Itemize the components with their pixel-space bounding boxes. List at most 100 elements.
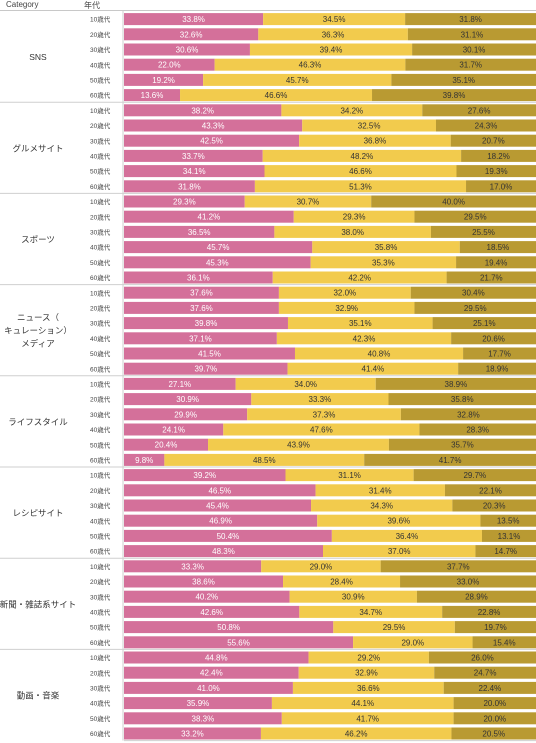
bar-segment-positive xyxy=(124,28,259,41)
bar-segment-positive xyxy=(124,317,288,330)
bar-segment-neutral xyxy=(180,89,373,102)
age-group-label: 10歳代 xyxy=(90,653,111,662)
data-label: 44.1% xyxy=(351,699,374,708)
bar-segment-negative xyxy=(432,317,536,330)
data-label: 50.8% xyxy=(217,623,240,632)
data-label: 37.0% xyxy=(388,547,411,556)
bar-segment-neutral xyxy=(293,210,415,223)
bar-segment-neutral xyxy=(262,149,462,162)
bar-segment-negative xyxy=(434,666,536,679)
data-label: 55.6% xyxy=(227,638,250,647)
data-label: 46.6% xyxy=(265,91,288,100)
data-label: 35.9% xyxy=(187,699,210,708)
data-label: 25.1% xyxy=(473,319,496,328)
data-label: 19.2% xyxy=(152,76,175,85)
data-label: 30.6% xyxy=(176,46,199,55)
data-label: 40.8% xyxy=(368,350,391,359)
bar-segment-positive xyxy=(124,119,303,132)
bar-segment-neutral xyxy=(317,514,481,527)
data-label: 31.1% xyxy=(338,471,361,480)
age-group-label: 40歳代 xyxy=(90,152,111,161)
category-label: 新聞・雑誌系サイト xyxy=(0,599,76,609)
data-label: 30.9% xyxy=(342,593,365,602)
bar-segment-positive xyxy=(124,560,262,573)
bar-segment-neutral xyxy=(289,590,417,603)
age-group-label: 60歳代 xyxy=(90,91,111,100)
bar-segment-negative xyxy=(405,13,536,26)
bar-segment-positive xyxy=(124,438,209,451)
bar-segment-neutral xyxy=(299,134,451,147)
bar-segment-negative xyxy=(458,362,536,375)
data-label: 20.7% xyxy=(482,137,505,146)
bar-segment-positive xyxy=(124,377,236,390)
data-label: 39.7% xyxy=(194,365,217,374)
bar-segment-negative xyxy=(410,286,536,299)
bar-segment-neutral xyxy=(249,43,413,56)
age-group-label: 30歳代 xyxy=(90,319,111,328)
bar-segment-negative xyxy=(413,469,536,482)
bar-segment-negative xyxy=(414,301,536,314)
data-label: 14.7% xyxy=(494,547,517,556)
data-label: 34.1% xyxy=(183,167,206,176)
data-label: 9.8% xyxy=(135,456,153,465)
data-label: 24.1% xyxy=(162,426,185,435)
bar-segment-positive xyxy=(124,651,309,664)
data-label: 38.2% xyxy=(191,106,214,115)
age-group-label: 50歳代 xyxy=(90,258,111,267)
bar-segment-neutral xyxy=(353,636,473,649)
data-label: 25.5% xyxy=(472,228,495,237)
category-label: グルメサイト xyxy=(12,143,63,153)
data-label: 42.4% xyxy=(200,669,223,678)
bar-segment-neutral xyxy=(292,681,444,694)
data-label: 39.8% xyxy=(195,319,218,328)
data-label: 28.4% xyxy=(330,578,353,587)
bar-segment-negative xyxy=(375,377,536,390)
bar-segment-neutral xyxy=(287,317,433,330)
data-label: 37.3% xyxy=(313,410,336,419)
bar-segment-negative xyxy=(456,256,536,269)
age-group-label: 60歳代 xyxy=(90,547,111,556)
data-label: 29.3% xyxy=(173,198,196,207)
data-label: 29.2% xyxy=(357,654,380,663)
bar-segment-positive xyxy=(124,469,286,482)
bar-segment-positive xyxy=(124,484,316,497)
age-group-label: 50歳代 xyxy=(90,623,111,632)
bar-segment-positive xyxy=(124,165,265,178)
data-label: 34.0% xyxy=(294,380,317,389)
data-label: 32.8% xyxy=(457,410,480,419)
bar-segment-negative xyxy=(454,621,536,634)
bar-segment-neutral xyxy=(278,301,415,314)
age-group-label: 50歳代 xyxy=(90,167,111,176)
bar-segment-positive xyxy=(124,423,224,436)
data-label: 41.7% xyxy=(356,714,379,723)
data-label: 19.7% xyxy=(484,623,507,632)
data-label: 22.4% xyxy=(479,684,502,693)
bar-segment-negative xyxy=(480,514,536,527)
data-label: 32.9% xyxy=(335,304,358,313)
bar-segment-negative xyxy=(456,165,536,178)
data-label: 24.3% xyxy=(475,122,498,131)
age-group-label: 60歳代 xyxy=(90,273,111,282)
age-group-label: 40歳代 xyxy=(90,699,111,708)
bar-segment-positive xyxy=(124,149,263,162)
data-label: 38.0% xyxy=(341,228,364,237)
data-label: 39.2% xyxy=(193,471,216,480)
data-label: 18.2% xyxy=(487,152,510,161)
data-label: 45.7% xyxy=(207,243,230,252)
data-label: 24.7% xyxy=(474,669,497,678)
bar-segment-negative xyxy=(453,697,536,710)
data-label: 42.5% xyxy=(200,137,223,146)
age-group-label: 10歳代 xyxy=(90,471,111,480)
bar-segment-positive xyxy=(124,332,277,345)
age-group-label: 10歳代 xyxy=(90,106,111,115)
age-group-label: 40歳代 xyxy=(90,608,111,617)
data-label: 34.3% xyxy=(370,502,393,511)
age-group-label: 30歳代 xyxy=(90,684,111,693)
data-label: 33.8% xyxy=(182,15,205,24)
data-label: 46.5% xyxy=(208,486,231,495)
data-label: 35.8% xyxy=(451,395,474,404)
data-label: 13.1% xyxy=(498,532,521,541)
age-group-label: 60歳代 xyxy=(90,638,111,647)
bar-segment-negative xyxy=(372,89,536,102)
data-label: 38.6% xyxy=(192,578,215,587)
